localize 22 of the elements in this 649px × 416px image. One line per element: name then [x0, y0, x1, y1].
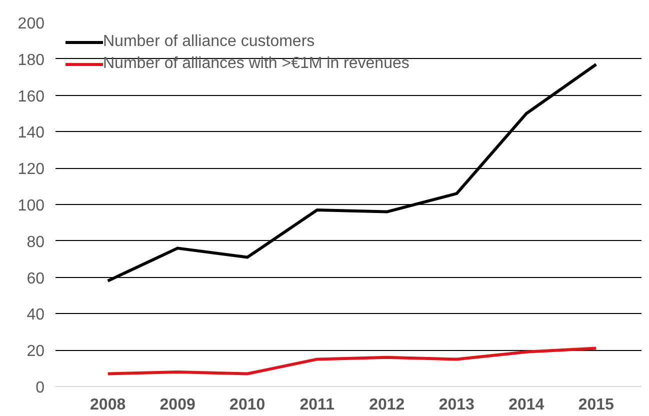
y-tick-label: 20	[26, 343, 45, 360]
y-tick-label: 100	[18, 198, 45, 214]
y-tick-label: 200	[18, 16, 45, 32]
y-tick-label: 80	[26, 234, 45, 251]
x-tick-label: 2008	[90, 396, 126, 414]
y-tick-label: 160	[18, 88, 45, 106]
y-tick-label: 60	[26, 270, 45, 288]
x-tick-label: 2009	[160, 396, 196, 414]
legend-label: Number of alliances with >€1M in revenues	[103, 55, 410, 73]
x-tick-label: 2015	[578, 396, 614, 414]
x-tick-label: 2012	[369, 396, 405, 414]
line-series	[106, 346, 598, 376]
x-tick-label: 2013	[438, 396, 475, 414]
y-tick-label: 0	[36, 380, 45, 396]
x-tick-label: 2014	[508, 396, 544, 414]
y-tick-label: 40	[26, 306, 45, 324]
y-tick-label: 120	[18, 161, 45, 178]
y-tick-label: 140	[18, 124, 45, 142]
x-tick-label: 2011	[300, 396, 335, 414]
y-tick-label: 180	[18, 52, 45, 69]
x-tick-label: 2010	[230, 396, 266, 414]
legend-label: Number of alliance customers	[103, 33, 315, 51]
